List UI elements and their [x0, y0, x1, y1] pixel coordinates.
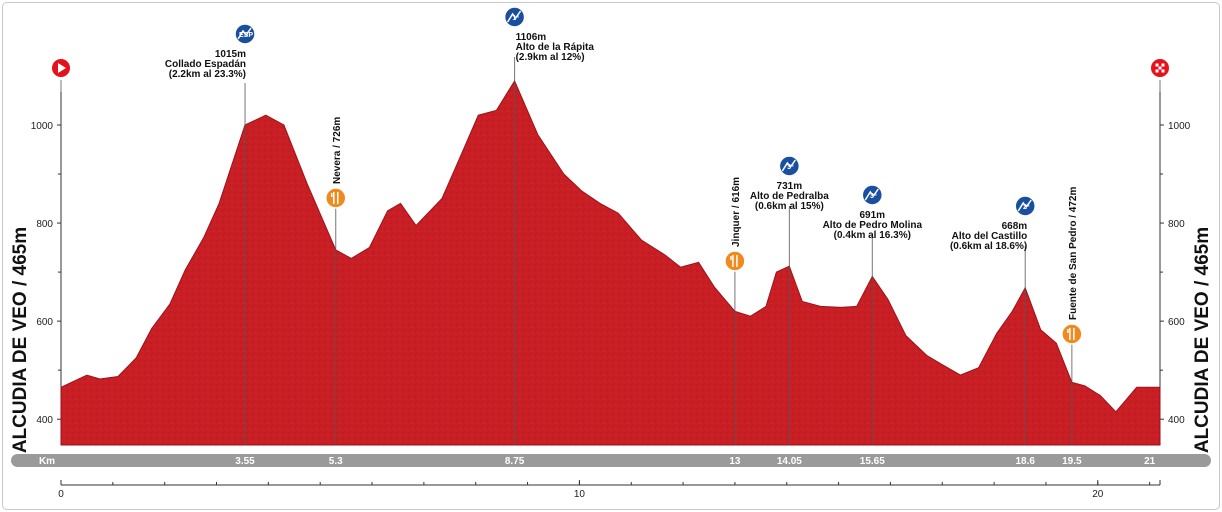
sprint-icon-cutlery [730, 255, 738, 267]
y-tick-label-right: 600 [1168, 317, 1185, 328]
climb-category-label: 3ª [787, 164, 794, 171]
km-bar-layer: Km 3.55 5.3 8.75 13 14.05 15.65 18.6 19.5 21 [11, 454, 1211, 467]
x-tick-label: 20 [1092, 489, 1104, 500]
sprint-icon [1061, 323, 1083, 345]
sprint-icon-cutlery [331, 192, 339, 204]
climb-info-line: Collado Espadán [165, 59, 246, 70]
x-tick-label: 0 [58, 489, 64, 500]
y-tick-label-right: 800 [1168, 219, 1185, 230]
y-tick-label-left: 800 [36, 219, 53, 230]
sprint-icon [724, 250, 746, 272]
y-tick-label-left: 1000 [31, 121, 54, 132]
x-tick-label: 10 [574, 489, 586, 500]
climb-icon-slope [781, 159, 796, 172]
marker-lines-layer [60, 57, 1161, 445]
climb-icon-slope [864, 188, 879, 201]
y-tick-label-right: 400 [1168, 415, 1185, 426]
climb-info-line: 691m [860, 210, 886, 221]
climb-icon-slope [506, 10, 522, 23]
finish-checker-cell [1161, 63, 1165, 67]
km-mark-label: 21 [1144, 456, 1156, 467]
y-tick-label-right: 1000 [1168, 121, 1191, 132]
km-mark-label: 15.65 [860, 456, 885, 467]
km-bar [11, 454, 1211, 467]
sprint-icon-circle [724, 250, 746, 272]
left-location-label: ALCUDIA DE VEO / 465m [10, 226, 32, 454]
climb-info-line: 1015m [215, 49, 246, 60]
climb-category-label: 3ª [870, 193, 877, 200]
climb-info-line: 1106m [516, 32, 547, 43]
start-flag-triangle [58, 63, 66, 73]
sprint-label: Nevera / 726m [332, 117, 343, 184]
climb-category-icon: 1ª [503, 6, 526, 28]
climb-info-line: 668m [1002, 221, 1028, 232]
climb-category-label: 2ª [1023, 204, 1030, 211]
km-mark-label: 8.75 [505, 456, 525, 467]
sprint-label: Fuente de San Pedro / 472m [1068, 187, 1079, 320]
climb-info-line: Alto de la Rápita [516, 42, 595, 53]
climb-category-label: 1ª [512, 15, 519, 22]
climb-info-line: (0.6km al 18.6%) [950, 241, 1027, 252]
km-mark-label: 5.3 [329, 456, 343, 467]
climb-info-line: (2.2km al 23.3%) [169, 69, 246, 80]
start-icon [50, 57, 72, 79]
climb-icon-slope [237, 27, 252, 40]
climb-category-icon: ESP [234, 23, 256, 45]
climb-category-label: ESP [239, 32, 253, 39]
climb-info-line: (0.6km al 15%) [755, 201, 824, 212]
axes-layer: 400 400 600 600 800 800 1000 1000 [31, 85, 1191, 445]
km-mark-label: 18.6 [1015, 456, 1035, 467]
km-mark-label: 19.5 [1062, 456, 1082, 467]
profile-area-layer [60, 79, 1161, 446]
elevation-profile-texture [61, 80, 1160, 446]
climb-info-line: Alto del Castillo [952, 231, 1028, 242]
climb-category-icon: 3ª [778, 155, 801, 177]
sprint-icon-cutlery [1067, 328, 1075, 340]
climb-category-icon: 2ª [1014, 195, 1036, 217]
km-mark-label: 14.05 [777, 456, 802, 467]
km-mark-label: 13 [729, 456, 741, 467]
sprint-icon-circle [1061, 323, 1083, 345]
climb-info-line: (0.4km al 16.3%) [834, 230, 911, 241]
y-tick-label-left: 600 [36, 317, 53, 328]
climb-info-line: (2.9km al 12%) [516, 52, 585, 63]
climb-info-line: 731m [777, 181, 803, 192]
sprint-icon-circle [325, 187, 347, 209]
climb-info-line: Alto de Pedro Molina [823, 220, 923, 231]
km-mark-label: 3.55 [235, 456, 255, 467]
right-location-label: ALCUDIA DE VEO / 465m [1192, 226, 1214, 454]
climb-icon-slope [1017, 199, 1032, 212]
climb-category-icon: 3ª [861, 184, 884, 206]
finish-checker-cell [1155, 63, 1159, 67]
finish-icon [1149, 57, 1171, 79]
x-axis-layer: 0 10 20 [58, 480, 1161, 500]
finish-checker-cell [1158, 66, 1162, 70]
climb-info-line: Alto de Pedralba [750, 191, 829, 202]
y-tick-label-left: 400 [36, 415, 53, 426]
sprint-label: Jinquer / 616m [731, 177, 742, 247]
finish-checker-cell [1161, 69, 1165, 73]
km-bar-label: Km [39, 456, 55, 467]
finish-checker-cell [1155, 69, 1159, 73]
sprint-icon [325, 187, 347, 209]
